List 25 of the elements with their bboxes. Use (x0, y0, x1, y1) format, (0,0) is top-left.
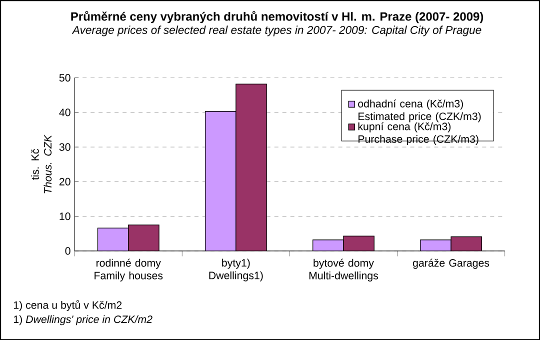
bar (420, 239, 452, 251)
bar (97, 228, 129, 251)
x-tick-label: byty1) Dwellings1) (209, 258, 263, 282)
bar (343, 236, 374, 251)
bar (204, 110, 236, 251)
y-tick-label: 0 (65, 247, 70, 255)
legend-label: odhadní cena (Kč/m3) Estimated price (CZK/m3) (358, 99, 481, 122)
legend-label: kupní cena (Kč/m3) Purchase price (CZK/m3) (358, 122, 478, 145)
chart-subtitle: Average prices of selected real estate types in 2007- 2009: Capital City of Prague (72, 26, 482, 36)
x-tick-label: garáže Garages (412, 258, 490, 269)
y-axis-title: tis. Kč Thous. CZK (31, 134, 52, 194)
y-tick-label: 10 (60, 212, 70, 220)
x-tick-label: bytové domy Multi-dwellings (309, 258, 378, 282)
bar (312, 240, 344, 251)
y-tick-label: 50 (59, 74, 70, 82)
bar (236, 84, 267, 251)
text: 1) Dwellings' price in CZK/m2 (14, 315, 152, 326)
chart-title: Průměrné ceny vybraných druhů nemovitostí v Hl. m. Praze (2007- 2009) (71, 10, 484, 24)
bar (128, 224, 160, 251)
y-tick-label: 20 (59, 178, 70, 186)
text: 1) cena u bytů v Kč/m2 (14, 300, 122, 311)
x-tick-label: rodinné domy Family houses (94, 258, 163, 282)
y-tick-label: 30 (59, 143, 70, 151)
bar (450, 236, 482, 251)
y-tick-label: 40 (59, 108, 70, 116)
